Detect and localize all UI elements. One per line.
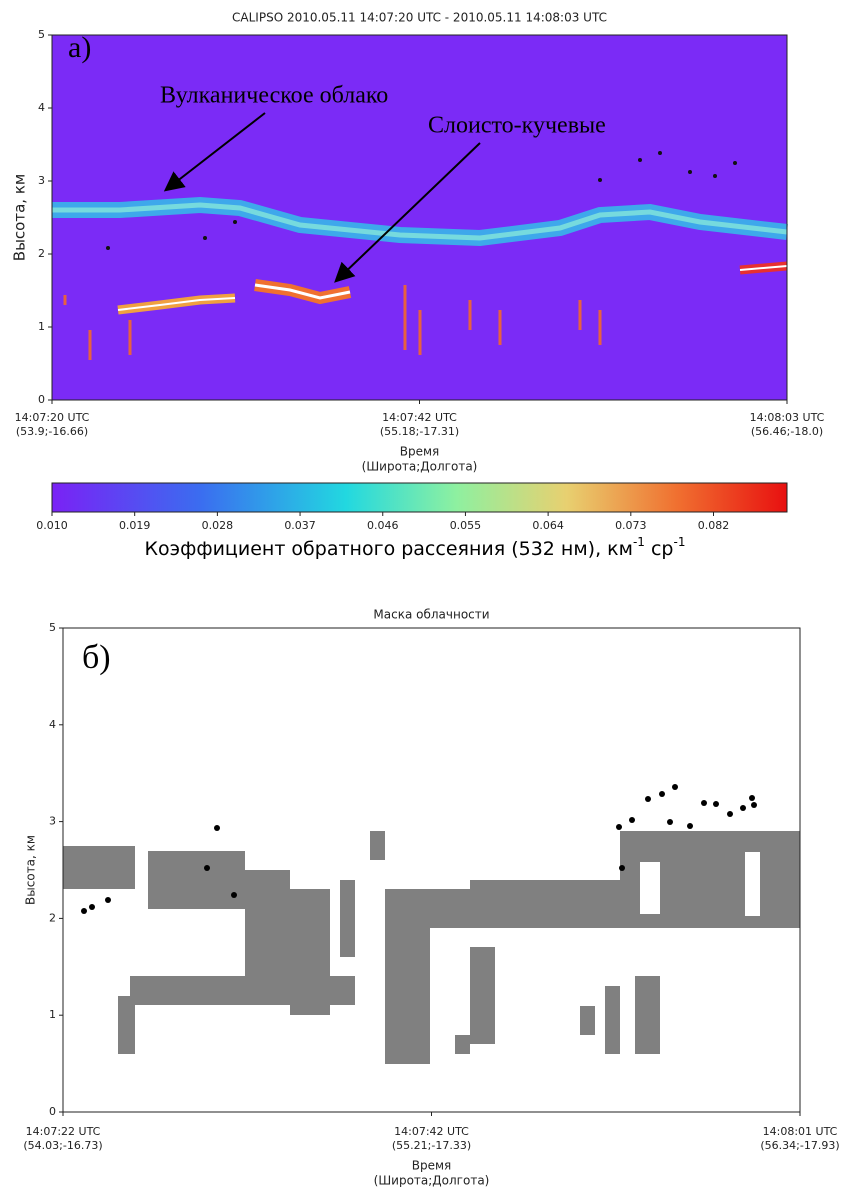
y-tick-label: 4	[49, 718, 56, 731]
colorbar-tick-label: 0.010	[36, 519, 68, 532]
x-axis-sublabel: (Широта;Долгота)	[362, 460, 478, 474]
colorbar-tick-label: 0.046	[367, 519, 399, 532]
backscatter-image	[52, 35, 788, 400]
colorbar-tick-label: 0.082	[698, 519, 730, 532]
x-tick-label: (53.9;-16.66)	[16, 425, 88, 438]
dots	[81, 784, 757, 914]
panel-label: б)	[82, 639, 111, 676]
y-tick-label: 2	[38, 247, 45, 260]
cloud-mask	[63, 831, 800, 1064]
y-tick-label: 1	[38, 320, 45, 333]
x-tick-label: 14:08:03 UTC	[750, 411, 825, 424]
x-axis-sublabel: (Широта;Долгота)	[374, 1174, 490, 1188]
x-axis-label: Время	[400, 445, 440, 459]
chart-title: CALIPSO 2010.05.11 14:07:20 UTC - 2010.0…	[232, 11, 607, 25]
y-tick-label: 2	[49, 911, 56, 924]
colorbar-label-part: Коэффициент обратного рассеяния (532 нм)…	[145, 538, 633, 560]
colorbar-tick-label: 0.064	[532, 519, 564, 532]
x-tick-label: (54.03;-16.73)	[23, 1139, 102, 1152]
colorbar	[51, 482, 788, 513]
colorbar-tick-label: 0.055	[450, 519, 482, 532]
colorbar-tick-label: 0.073	[615, 519, 647, 532]
y-tick-label: 0	[38, 393, 45, 406]
colorbar-label-part: ср	[645, 538, 674, 560]
y-tick-label: 3	[38, 174, 45, 187]
y-tick-label: 1	[49, 1008, 56, 1021]
arrow	[163, 112, 266, 192]
y-tick-label: 3	[49, 815, 56, 828]
colorbar-tick-label: 0.028	[202, 519, 234, 532]
colorbar-label-part: -1	[633, 535, 645, 549]
x-axis-label: Время	[412, 1159, 452, 1173]
x-tick-label: (56.34;-17.93)	[760, 1139, 839, 1152]
colorbar-label: Коэффициент обратного рассеяния (532 нм)…	[145, 535, 686, 560]
x-tick-label: 14:07:22 UTC	[26, 1125, 101, 1138]
annotation: Слоисто-кучевые	[428, 113, 606, 139]
arrow	[334, 142, 481, 283]
chart-title: Маска облачности	[373, 608, 489, 622]
x-tick-label: 14:08:01 UTC	[763, 1125, 838, 1138]
annotation: Вулканическое облако	[160, 83, 388, 109]
colorbar-label-part: -1	[673, 535, 685, 549]
x-tick-label: 14:07:20 UTC	[15, 411, 90, 424]
panel-label: а)	[68, 31, 91, 64]
y-tick-label: 0	[49, 1105, 56, 1118]
x-tick-label: 14:07:42 UTC	[394, 1125, 469, 1138]
y-tick-label: 5	[38, 28, 45, 41]
colorbar-tick-label: 0.037	[284, 519, 316, 532]
x-tick-label: 14:07:42 UTC	[382, 411, 457, 424]
colorbar-tick-label: 0.019	[119, 519, 151, 532]
y-axis-label: Высота, км	[24, 835, 38, 905]
x-tick-label: (55.21;-17.33)	[392, 1139, 471, 1152]
y-tick-label: 4	[38, 101, 45, 114]
x-tick-label: (56.46;-18.0)	[751, 425, 823, 438]
y-axis-label: Высота, км	[11, 174, 29, 261]
x-tick-label: (55.18;-17.31)	[380, 425, 459, 438]
y-tick-label: 5	[49, 621, 56, 634]
